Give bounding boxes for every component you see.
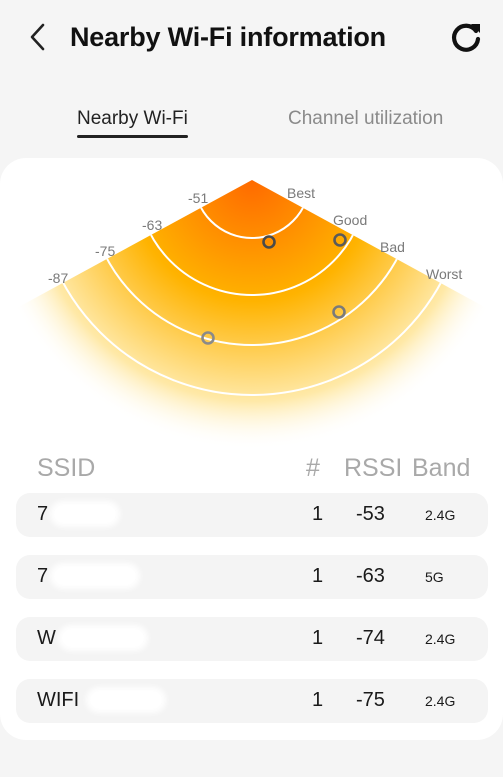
count-text: 1 [312, 503, 324, 525]
chevron-left-icon [30, 23, 45, 51]
redacted-ssid [90, 691, 162, 709]
radar-graphic: -51 -63 -75 -87 Best Good Bad Worst [0, 180, 503, 448]
column-header-band: Band [412, 454, 471, 482]
ring-bad [86, 180, 418, 346]
redacted-ssid [54, 567, 136, 585]
radar-fan [0, 180, 503, 448]
ssid-text: WIFI [37, 689, 80, 711]
refresh-button[interactable] [447, 18, 485, 56]
rssi-text: -53 [356, 503, 385, 525]
signal-radar: -51 -63 -75 -87 Best Good Bad Worst [0, 158, 503, 448]
rssi-text: -75 [356, 689, 385, 711]
ring-label-87: -87 [48, 270, 68, 286]
list-item[interactable]: 7 1 -63 5G [16, 555, 488, 599]
rssi-text: -63 [356, 565, 385, 587]
ssid-text: 7 [37, 503, 49, 525]
count-text: 1 [312, 627, 324, 649]
network-marker[interactable] [262, 235, 276, 249]
ring-worst [36, 180, 468, 396]
network-marker[interactable] [332, 305, 346, 319]
ring-good [136, 180, 368, 296]
list-item[interactable]: W 1 -74 2.4G [16, 617, 488, 661]
redacted-ssid [62, 629, 144, 647]
list-item[interactable]: WIFI 1 -75 2.4G [16, 679, 488, 723]
back-button[interactable] [22, 20, 52, 54]
count-text: 1 [312, 565, 324, 587]
list-header: SSID # RSSI Band [0, 452, 503, 486]
quality-label-good: Good [333, 212, 367, 228]
app-header: Nearby Wi-Fi information [0, 0, 503, 76]
band-text: 2.4G [425, 631, 456, 647]
column-header-ssid: SSID [37, 454, 96, 482]
ssid-text: W [37, 627, 56, 649]
quality-label-worst: Worst [426, 266, 462, 282]
band-text: 5G [425, 569, 444, 585]
tab-bar: Nearby Wi-Fi Channel utilization [0, 100, 503, 140]
tab-nearby-wifi[interactable]: Nearby Wi-Fi [77, 106, 188, 138]
list-item[interactable]: 7 1 -53 2.4G [16, 493, 488, 537]
refresh-icon [451, 23, 481, 52]
band-text: 2.4G [425, 693, 456, 709]
ssid-text: 7 [37, 565, 49, 587]
network-marker[interactable] [333, 233, 347, 247]
ring-label-51: -51 [188, 190, 208, 206]
band-text: 2.4G [425, 507, 456, 523]
ring-label-63: -63 [142, 217, 162, 233]
quality-label-bad: Bad [380, 239, 405, 255]
column-header-count: # [306, 454, 320, 482]
ring-best [193, 180, 311, 239]
column-header-rssi: RSSI [344, 454, 403, 482]
redacted-ssid [54, 505, 116, 523]
tab-channel-utilization[interactable]: Channel utilization [288, 108, 444, 129]
rssi-text: -74 [356, 627, 385, 649]
network-marker[interactable] [201, 331, 215, 345]
count-text: 1 [312, 689, 324, 711]
page-title: Nearby Wi-Fi information [70, 22, 386, 52]
ring-label-75: -75 [95, 243, 115, 259]
quality-label-best: Best [287, 185, 315, 201]
